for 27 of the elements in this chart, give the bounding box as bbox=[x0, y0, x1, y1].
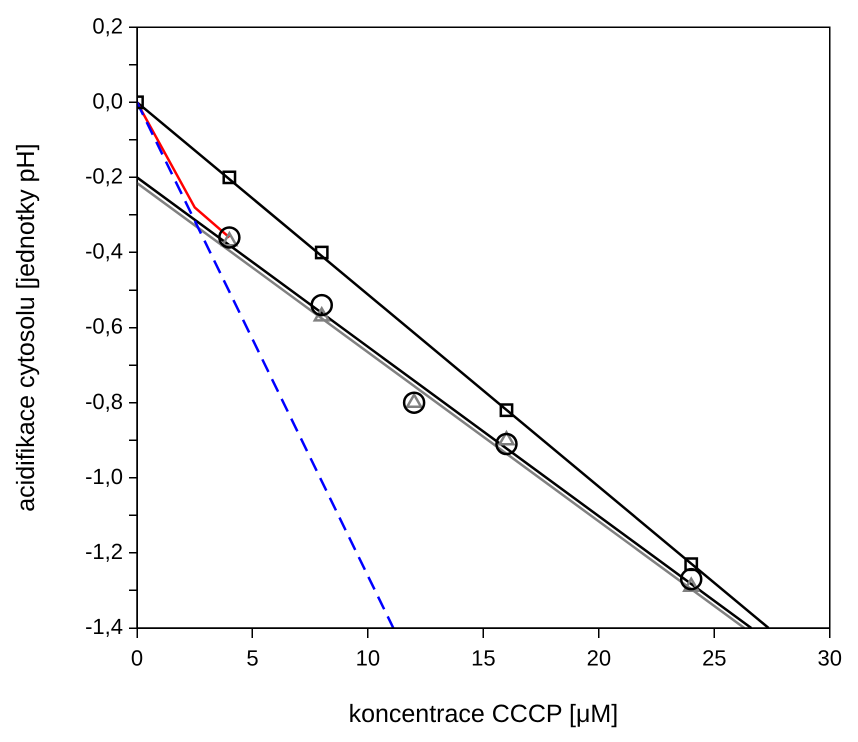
point bbox=[402, 391, 426, 414]
x-tick-label: 20 bbox=[586, 645, 612, 670]
point bbox=[500, 403, 514, 418]
point bbox=[495, 432, 518, 456]
y-tick-label: -0,6 bbox=[85, 314, 123, 339]
y-tick-label: 0,2 bbox=[92, 13, 123, 38]
x-axis-title: koncentrace CCCP [μM] bbox=[348, 700, 618, 728]
x-tick-label: 10 bbox=[356, 645, 380, 670]
point bbox=[218, 226, 241, 249]
point bbox=[684, 557, 698, 572]
point bbox=[314, 246, 329, 260]
y-tick-label: 0,0 bbox=[92, 88, 123, 114]
x-tick-label: 15 bbox=[471, 645, 496, 670]
y-tick-label: -1,0 bbox=[85, 464, 123, 489]
x-tick-label: 25 bbox=[702, 645, 727, 670]
y-tick-label: -0,4 bbox=[85, 238, 123, 264]
point bbox=[222, 170, 236, 184]
y-axis-title: acidifikace cytosolu [jednotky pH] bbox=[12, 143, 40, 512]
y-tick-label: -0,2 bbox=[85, 163, 123, 188]
x-tick-label: 30 bbox=[818, 645, 842, 670]
y-tick-label: -1,2 bbox=[85, 538, 123, 564]
y-tick-label: -0,8 bbox=[85, 388, 123, 414]
y-tick-label: -1,4 bbox=[85, 614, 123, 640]
x-tick-label: 0 bbox=[130, 645, 144, 670]
point bbox=[680, 568, 702, 590]
x-tick-label: 5 bbox=[246, 645, 259, 670]
point bbox=[310, 294, 333, 316]
